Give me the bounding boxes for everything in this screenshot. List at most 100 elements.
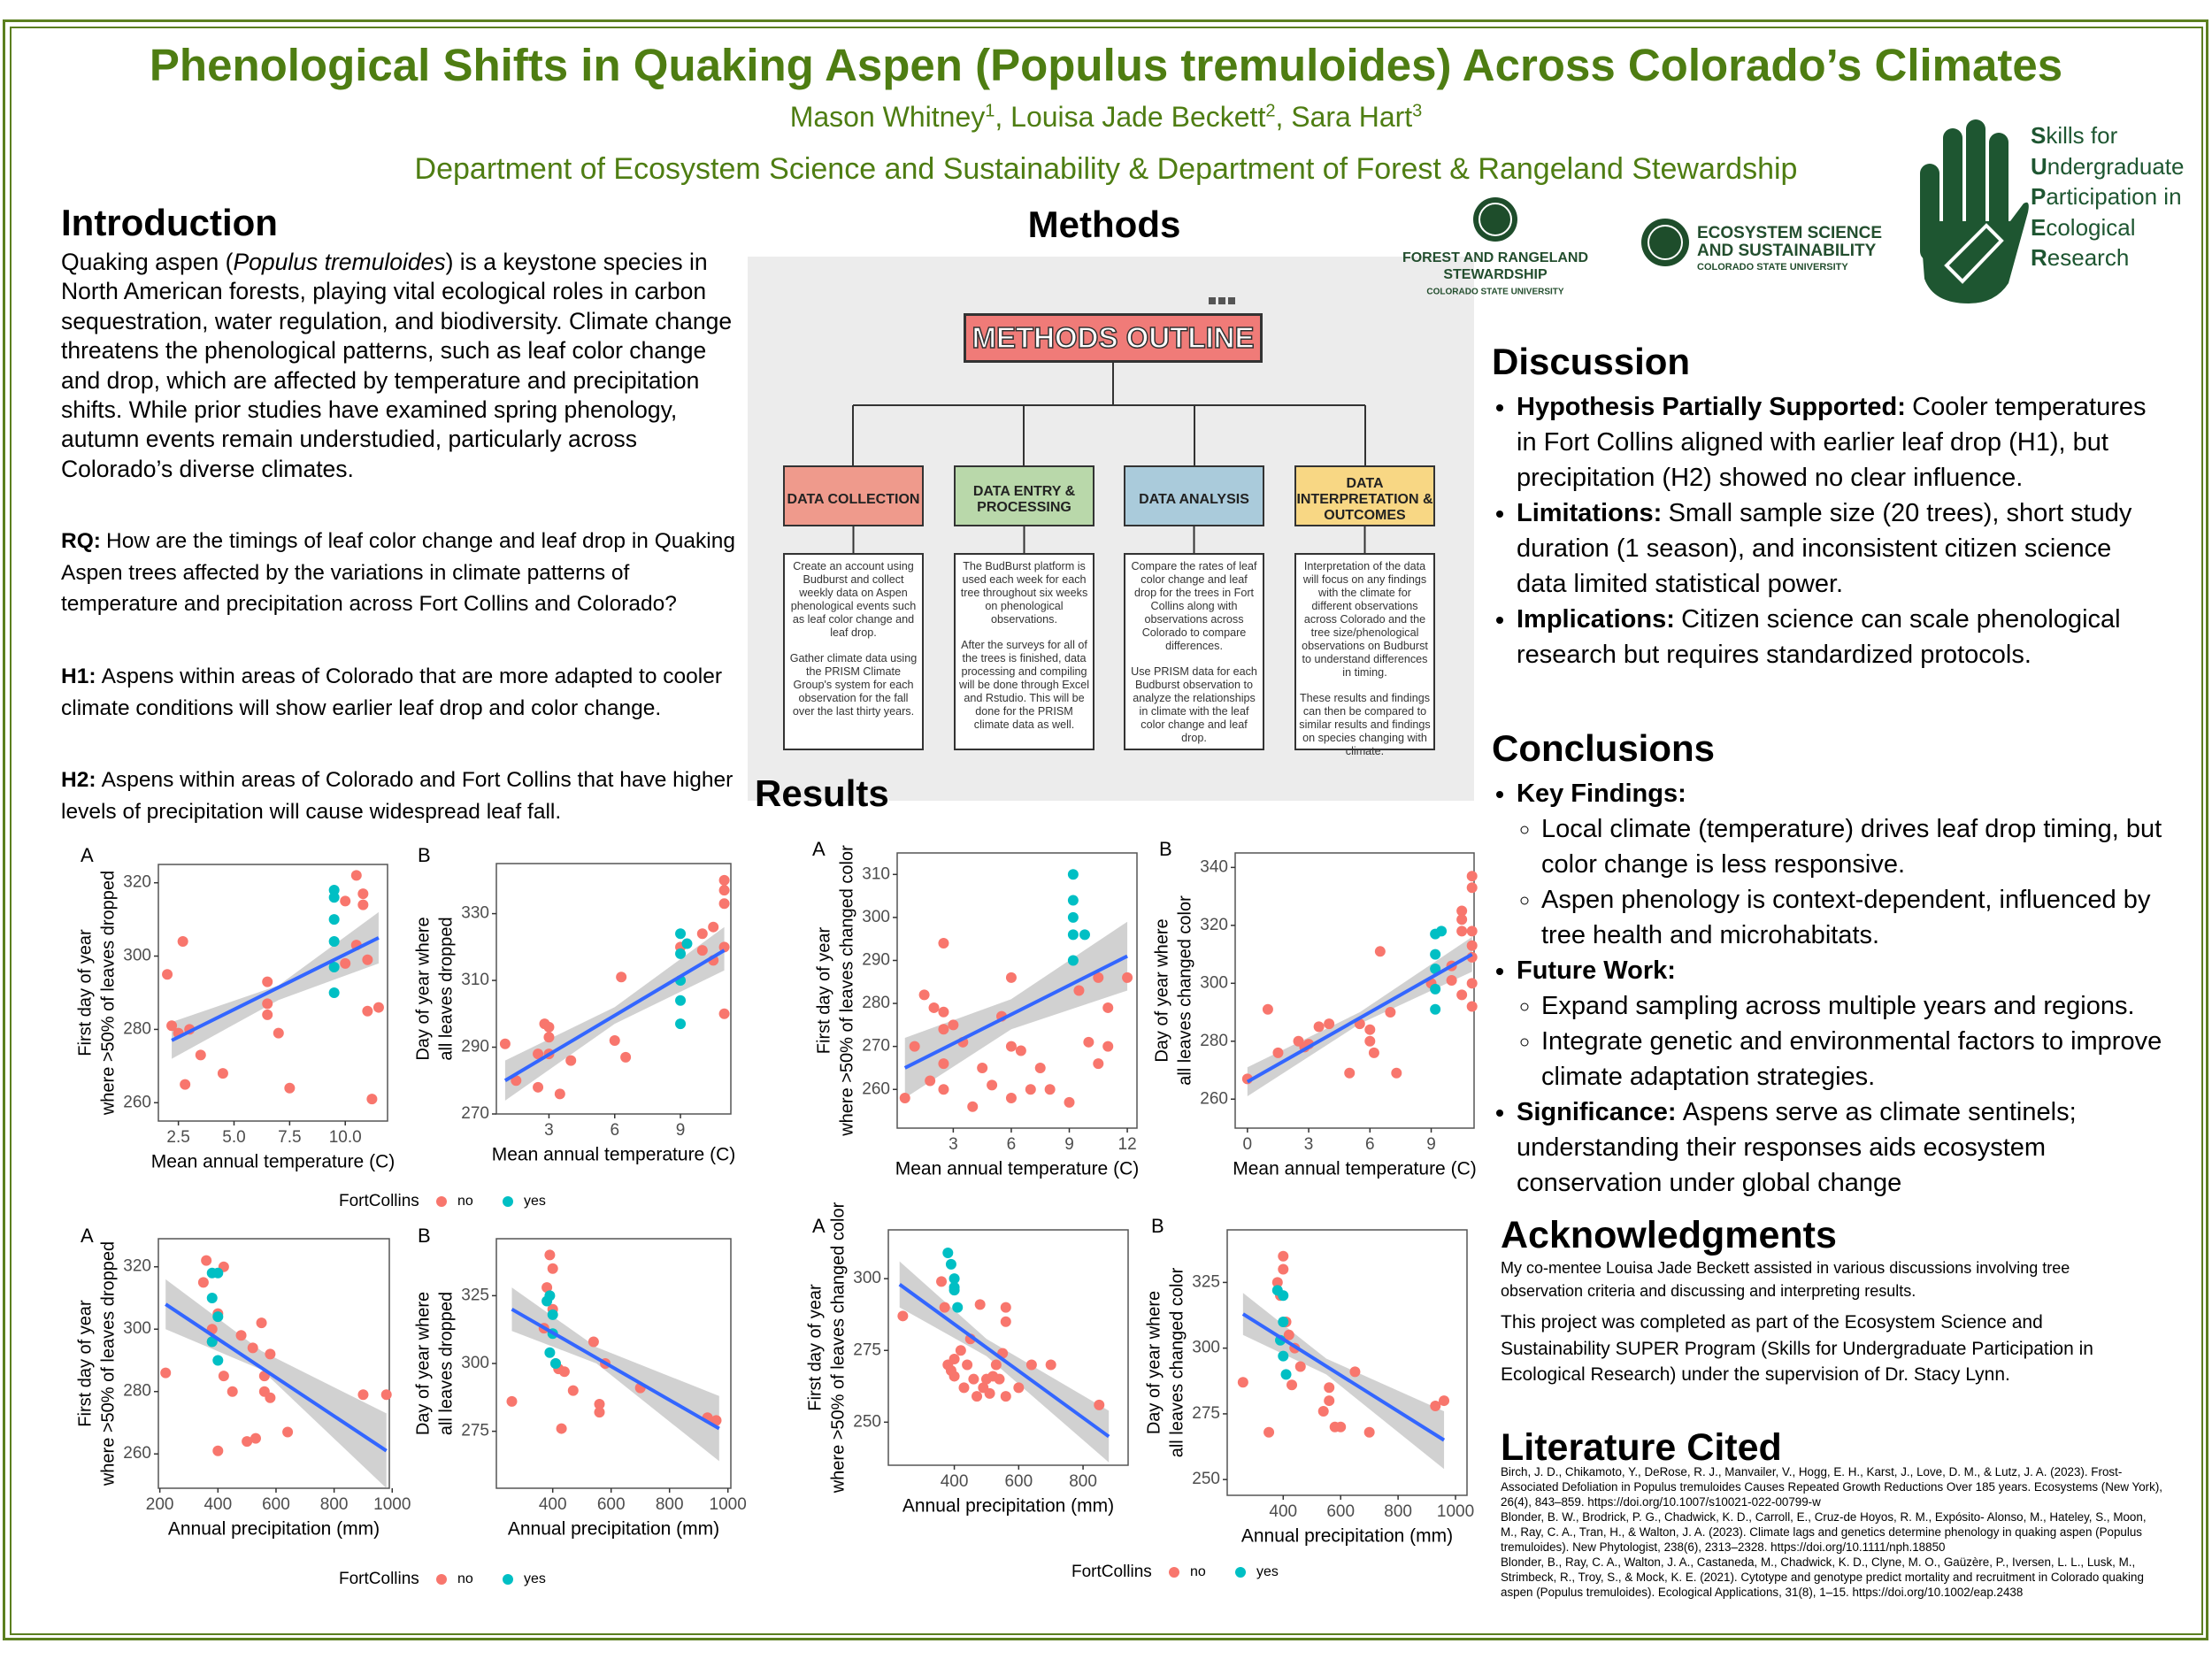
confidence-band — [904, 921, 1128, 1098]
point — [1385, 1007, 1396, 1018]
point — [567, 1385, 579, 1396]
intro-paragraph: Quaking aspen (Populus tremuloides) is a… — [61, 248, 733, 484]
point — [197, 1277, 209, 1288]
panel-label: A — [81, 1225, 94, 1247]
method-text: Gather climate data using the PRISM Clim… — [789, 652, 918, 718]
chart: 270 290 310 330 3 6 9 Mean annual temperature (… — [339, 844, 735, 1210]
point — [1446, 975, 1457, 987]
section-heading: Introduction — [61, 202, 278, 243]
logo-line: Research — [2031, 242, 2184, 273]
x-axis-label: Annual precipitation (mm) — [168, 1519, 380, 1540]
point — [541, 1282, 553, 1294]
y-tick-label: 330 — [461, 904, 489, 923]
point — [1466, 871, 1478, 882]
item-text: Citizen science can scale phenological r… — [1517, 605, 2121, 669]
point — [328, 987, 340, 998]
y-axis-label: Day of year where — [1144, 1291, 1164, 1434]
point — [217, 1068, 228, 1079]
point — [1317, 1405, 1329, 1417]
point — [1093, 972, 1104, 983]
x-tick-label: 6 — [1365, 1135, 1375, 1154]
y-tick-label: 275 — [853, 1340, 881, 1359]
point — [1045, 1359, 1056, 1371]
y-tick-label: 325 — [1192, 1272, 1220, 1291]
point — [499, 1038, 511, 1049]
point — [328, 892, 340, 903]
method-text: Interpretation of the data will focus on… — [1302, 560, 1428, 679]
rq-text: How are the timings of leaf color change… — [61, 529, 735, 617]
point — [1344, 1067, 1356, 1079]
legend-label: yes — [524, 1194, 546, 1209]
point — [1430, 1003, 1441, 1015]
point — [1456, 989, 1468, 1001]
y-tick-label: 275 — [461, 1422, 489, 1440]
discussion-list: Hypothesis Partially Supported:Cooler te… — [1492, 389, 2164, 672]
y-axis-label: where >50% of leaves dropped — [98, 1241, 118, 1486]
fit-line — [503, 949, 726, 1082]
point — [1000, 1302, 1011, 1313]
point — [1073, 985, 1085, 996]
x-tick-label: 600 — [1004, 1472, 1033, 1491]
point — [1324, 1395, 1335, 1407]
point — [1005, 972, 1017, 983]
fit-line — [903, 954, 1128, 1070]
x-axis-label: Mean annual temperature (C) — [1233, 1159, 1476, 1179]
super-hand-logo — [1920, 119, 2029, 303]
point — [718, 885, 730, 896]
item-label: Limitations: — [1517, 499, 1663, 527]
x-tick-label: 400 — [539, 1495, 567, 1514]
point — [1374, 946, 1386, 957]
x-tick-label: 9 — [1426, 1135, 1436, 1154]
section-heading: Results — [755, 772, 889, 814]
point — [1278, 1316, 1289, 1327]
method-text: Create an account using Budburst and col… — [790, 560, 917, 639]
point — [681, 938, 693, 949]
point — [357, 899, 369, 910]
point — [543, 1032, 555, 1043]
section-heading: Literature Cited — [1501, 1426, 1782, 1469]
author-affil: 3 — [1412, 101, 1423, 121]
references: Birch, J. D., Chikamoto, Y., DeRose, R. … — [1501, 1464, 2164, 1600]
logo-rest: articipation in — [2046, 183, 2182, 210]
logo-text: AND SUSTAINABILITY — [1697, 242, 1877, 260]
logo-initial: E — [2031, 213, 2047, 241]
point — [284, 1082, 296, 1094]
legend-title: FortCollins — [339, 1570, 419, 1588]
point — [1313, 1021, 1325, 1033]
y-tick-label: 280 — [123, 1019, 151, 1038]
y-tick-label: 290 — [461, 1038, 489, 1056]
y-axis-label: where >50% of leaves changed color — [828, 1202, 848, 1494]
y-tick-label: 270 — [862, 1037, 890, 1056]
point — [544, 1347, 556, 1358]
point — [1067, 955, 1079, 966]
y-tick-label: 270 — [461, 1104, 489, 1123]
point — [547, 1309, 558, 1320]
x-tick-label: 6 — [1007, 1135, 1017, 1154]
point — [328, 885, 340, 895]
y-tick-label: 300 — [1192, 1339, 1220, 1357]
point — [696, 928, 708, 940]
point — [262, 1009, 273, 1020]
point — [939, 1302, 950, 1313]
frs-logo: FOREST AND RANGELAND STEWARDSHIP COLORAD… — [1402, 197, 1588, 297]
point — [265, 1392, 276, 1403]
point — [990, 1359, 1002, 1371]
department: Department of Ecosystem Science and Sust… — [414, 152, 1798, 186]
legend-swatch — [1169, 1567, 1179, 1578]
point — [565, 1055, 577, 1066]
point — [1294, 1361, 1306, 1372]
point — [675, 948, 687, 959]
point — [899, 1092, 910, 1103]
point — [549, 1358, 561, 1369]
reference: Blonder, B., Ray, C. A., Walton, J. A., … — [1501, 1555, 2144, 1599]
point — [675, 928, 687, 940]
point — [718, 898, 730, 910]
intro-text: Quaking aspen ( — [61, 249, 234, 275]
point — [1466, 978, 1478, 989]
point — [201, 1255, 212, 1266]
method-box-title: DATA ANALYSIS — [1124, 465, 1264, 526]
point — [1466, 1001, 1478, 1012]
method-box-body: Compare the rates of leaf color change a… — [1124, 553, 1264, 750]
x-axis-label: Annual precipitation (mm) — [1241, 1526, 1453, 1547]
legend-swatch — [436, 1196, 447, 1207]
